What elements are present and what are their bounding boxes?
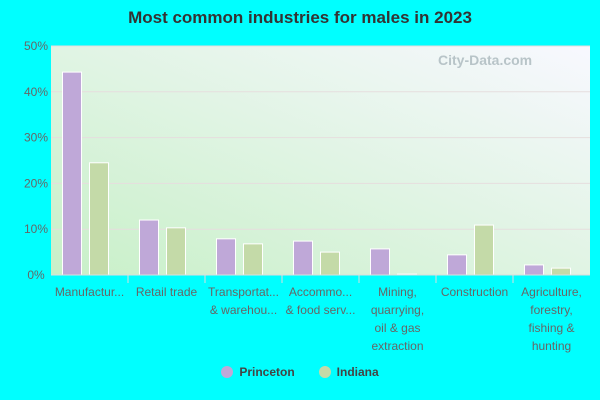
watermark-logo: City-Data.com bbox=[438, 52, 533, 68]
bar-indiana bbox=[166, 227, 186, 276]
bar-princeton bbox=[524, 264, 544, 276]
y-tick-label: 10% bbox=[24, 222, 48, 236]
x-tick-label: Retail trade bbox=[136, 285, 198, 299]
y-tick-label: 20% bbox=[24, 176, 48, 190]
legend-swatch bbox=[318, 366, 331, 378]
plot-area bbox=[51, 46, 590, 275]
x-tick-label: Transportat... bbox=[208, 285, 279, 299]
bar-princeton bbox=[293, 240, 313, 276]
bar-princeton bbox=[447, 254, 467, 276]
bar-indiana bbox=[243, 243, 263, 276]
x-tick-label: fishing & bbox=[528, 321, 574, 335]
bar-princeton bbox=[370, 248, 390, 276]
bar-princeton bbox=[62, 71, 82, 276]
bar-indiana bbox=[89, 162, 109, 276]
legend: Princeton Indiana bbox=[0, 365, 600, 379]
x-tick-label: Accommo... bbox=[289, 285, 352, 299]
legend-item: Princeton bbox=[221, 365, 295, 379]
bar-princeton bbox=[139, 219, 159, 276]
chart-title: Most common industries for males in 2023 bbox=[128, 8, 472, 27]
y-tick-label: 40% bbox=[24, 85, 48, 99]
x-tick-label: & food serv... bbox=[286, 303, 356, 317]
legend-label: Indiana bbox=[336, 365, 379, 379]
bar-indiana bbox=[320, 251, 340, 276]
x-tick-label: forestry, bbox=[530, 303, 572, 317]
x-tick-label: oil & gas bbox=[374, 321, 420, 335]
x-tick-label: Manufactur... bbox=[55, 285, 124, 299]
x-tick-label: extraction bbox=[371, 339, 423, 353]
bar-indiana bbox=[551, 267, 571, 276]
x-tick-label: Construction bbox=[441, 285, 508, 299]
x-tick-label: Agriculture, bbox=[521, 285, 582, 299]
legend-label: Princeton bbox=[239, 365, 295, 379]
y-tick-label: 0% bbox=[27, 268, 45, 282]
bar-indiana bbox=[474, 224, 494, 276]
x-tick-label: hunting bbox=[532, 339, 571, 353]
bar-princeton bbox=[216, 238, 236, 276]
x-tick-label: Mining, bbox=[378, 285, 417, 299]
y-tick-label: 50% bbox=[24, 39, 48, 53]
legend-item: Indiana bbox=[318, 365, 379, 379]
y-tick-label: 30% bbox=[24, 131, 48, 145]
legend-swatch bbox=[221, 366, 234, 378]
x-tick-label: quarrying, bbox=[371, 303, 424, 317]
x-tick-label: & warehou... bbox=[210, 303, 277, 317]
